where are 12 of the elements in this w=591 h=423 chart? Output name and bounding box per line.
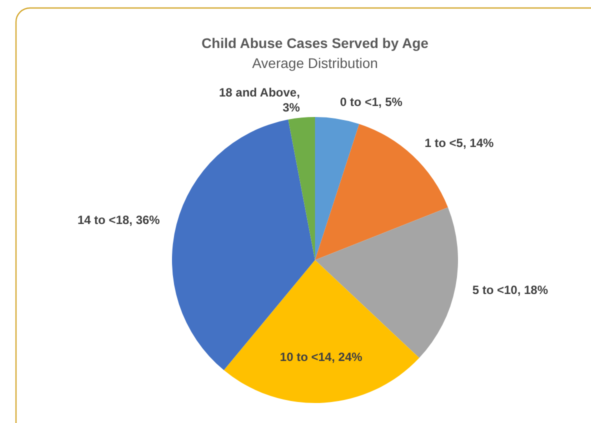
chart-subtitle: Average Distribution bbox=[252, 55, 378, 71]
slice-label: 18 and Above bbox=[219, 86, 297, 100]
slice-label: 5 to <10, 18% bbox=[472, 283, 548, 298]
slice-label: 1 to <5, 14% bbox=[424, 136, 494, 150]
pie-slice bbox=[288, 117, 315, 260]
slice-label: 14 to <18, 36% bbox=[77, 213, 160, 228]
slice-label: 10 to <14, 24% bbox=[280, 350, 363, 364]
pie-slice bbox=[315, 124, 448, 260]
pie-slice bbox=[224, 260, 420, 403]
chart-title: Child Abuse Cases Served by Age bbox=[202, 35, 429, 51]
pie-slice bbox=[315, 117, 360, 260]
slice-label: 0 to <1, 5% bbox=[340, 94, 403, 109]
